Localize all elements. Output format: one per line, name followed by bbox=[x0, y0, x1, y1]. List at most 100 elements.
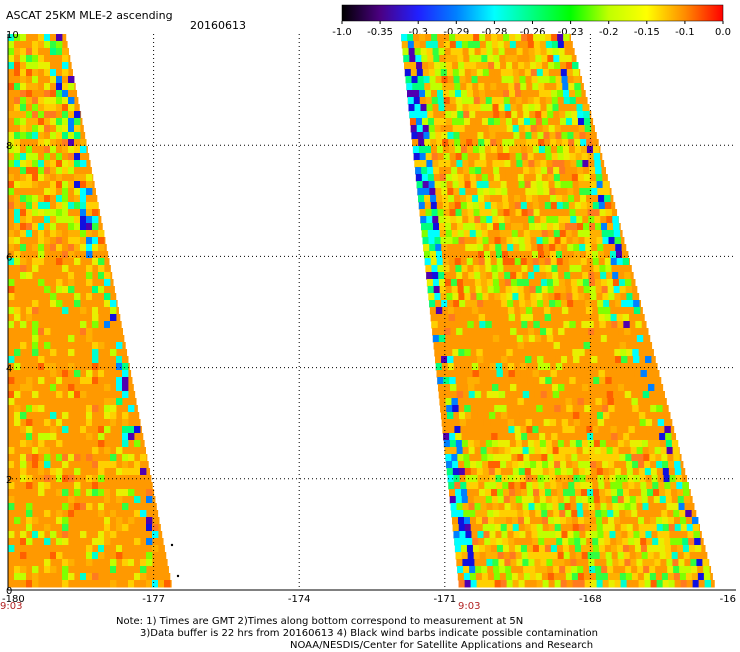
heatmap-cell bbox=[455, 265, 462, 273]
heatmap-cell bbox=[62, 62, 69, 70]
heatmap-cell bbox=[431, 41, 439, 49]
heatmap-cell bbox=[431, 209, 438, 217]
heatmap-cell bbox=[579, 300, 586, 308]
heatmap-cell bbox=[8, 202, 15, 210]
heatmap-cell bbox=[8, 48, 15, 56]
heatmap-cell bbox=[625, 510, 632, 518]
heatmap-cell bbox=[50, 244, 57, 252]
heatmap-cell bbox=[602, 524, 610, 532]
heatmap-cell bbox=[595, 174, 603, 182]
heatmap-cell bbox=[663, 531, 670, 539]
heatmap-cell bbox=[679, 510, 686, 518]
heatmap-cell bbox=[548, 125, 556, 133]
heatmap-cell bbox=[483, 531, 490, 539]
heatmap-cell bbox=[448, 139, 455, 147]
heatmap-cell bbox=[529, 573, 537, 581]
heatmap-cell bbox=[458, 461, 465, 469]
heatmap-cell bbox=[56, 552, 63, 560]
heatmap-cell bbox=[516, 335, 524, 343]
heatmap-cell bbox=[432, 48, 439, 56]
heatmap-cell bbox=[562, 538, 569, 546]
heatmap-cell bbox=[56, 237, 63, 245]
heatmap-cell bbox=[558, 104, 565, 112]
heatmap-cell bbox=[463, 286, 471, 294]
heatmap-cell bbox=[548, 69, 556, 77]
heatmap-cell bbox=[588, 216, 595, 224]
heatmap-cell bbox=[589, 517, 597, 525]
heatmap-cell bbox=[571, 223, 578, 231]
heatmap-cell bbox=[545, 440, 553, 448]
heatmap-cell bbox=[591, 531, 598, 539]
heatmap-cell bbox=[495, 363, 503, 371]
heatmap-cell bbox=[453, 188, 460, 196]
heatmap-cell bbox=[656, 468, 664, 476]
heatmap-cell bbox=[463, 573, 471, 581]
heatmap-cell bbox=[572, 461, 579, 469]
heatmap-cell bbox=[651, 475, 658, 483]
heatmap-cell bbox=[38, 188, 45, 196]
heatmap-cell bbox=[444, 160, 451, 168]
heatmap-cell bbox=[8, 76, 15, 84]
heatmap-cell bbox=[453, 251, 461, 259]
heatmap-cell bbox=[92, 461, 99, 469]
heatmap-cell bbox=[658, 482, 665, 490]
heatmap-cell bbox=[86, 251, 93, 259]
heatmap-cell bbox=[554, 461, 561, 469]
heatmap-cell bbox=[654, 559, 661, 567]
heatmap-cell bbox=[685, 573, 693, 581]
heatmap-cell bbox=[554, 293, 561, 301]
heatmap-cell bbox=[422, 62, 429, 70]
heatmap-cell bbox=[456, 328, 463, 336]
heatmap-cell bbox=[56, 216, 63, 224]
heatmap-cell bbox=[470, 461, 477, 469]
heatmap-cell bbox=[80, 216, 87, 224]
heatmap-cell bbox=[488, 62, 495, 70]
heatmap-cell bbox=[14, 314, 21, 322]
heatmap-cell bbox=[602, 412, 610, 420]
heatmap-cell bbox=[599, 552, 607, 560]
heatmap-cell bbox=[110, 545, 117, 553]
heatmap-cell bbox=[472, 545, 480, 553]
heatmap-cell bbox=[574, 482, 581, 490]
heatmap-cell bbox=[579, 531, 586, 539]
heatmap-cell bbox=[530, 181, 538, 189]
heatmap-cell bbox=[56, 510, 63, 518]
heatmap-cell bbox=[62, 97, 69, 105]
heatmap-cell bbox=[544, 195, 551, 203]
heatmap-cell bbox=[612, 335, 620, 343]
heatmap-cell bbox=[694, 545, 702, 553]
heatmap-cell bbox=[522, 335, 530, 343]
heatmap-cell bbox=[511, 118, 519, 126]
heatmap-cell bbox=[32, 69, 39, 77]
heatmap-cell bbox=[104, 356, 111, 364]
heatmap-cell bbox=[62, 118, 69, 126]
heatmap-cell bbox=[512, 293, 519, 301]
heatmap-cell bbox=[524, 62, 531, 70]
contamination-dot bbox=[176, 574, 180, 578]
heatmap-cell bbox=[523, 174, 531, 182]
heatmap-cell bbox=[665, 489, 672, 497]
heatmap-cell bbox=[50, 237, 57, 245]
heatmap-cell bbox=[573, 363, 581, 371]
heatmap-cell bbox=[44, 419, 51, 427]
heatmap-cell bbox=[503, 209, 510, 217]
heatmap-cell bbox=[98, 461, 105, 469]
heatmap-cell bbox=[74, 300, 81, 308]
heatmap-cell bbox=[38, 237, 45, 245]
heatmap-cell bbox=[455, 97, 463, 105]
heatmap-cell bbox=[606, 391, 614, 399]
heatmap-cell bbox=[432, 216, 439, 224]
heatmap-cell bbox=[572, 349, 579, 357]
heatmap-cell bbox=[529, 118, 537, 126]
heatmap-cell bbox=[479, 433, 486, 441]
heatmap-cell bbox=[529, 510, 536, 518]
heatmap-cell bbox=[509, 489, 516, 497]
heatmap-cell bbox=[566, 524, 574, 532]
heatmap-cell bbox=[578, 293, 585, 301]
heatmap-cell bbox=[20, 237, 27, 245]
heatmap-cell bbox=[627, 300, 634, 308]
heatmap-cell bbox=[543, 419, 551, 427]
heatmap-cell bbox=[541, 566, 548, 574]
heatmap-cell bbox=[104, 370, 111, 378]
heatmap-cell bbox=[522, 104, 529, 112]
